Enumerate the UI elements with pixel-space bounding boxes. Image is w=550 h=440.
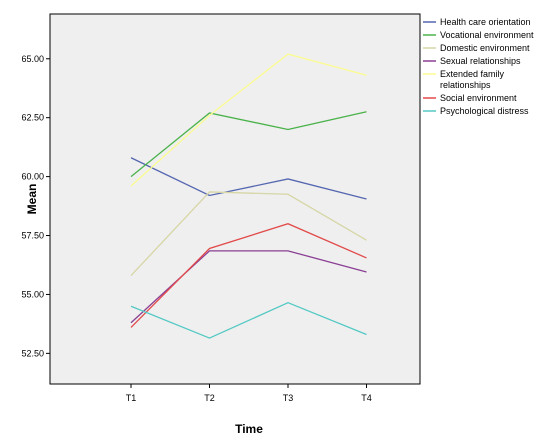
legend-item: Extended family relationships: [423, 69, 505, 90]
x-tick-label: T4: [361, 393, 372, 403]
legend-item: Psychological distress: [423, 106, 529, 116]
legend-label: Sexual relationships: [440, 56, 521, 66]
x-tick-label: T1: [126, 393, 137, 403]
legend-item: Social environment: [423, 93, 517, 103]
y-tick-label: 57.50: [21, 231, 44, 241]
y-tick-label: 65.00: [21, 54, 44, 64]
y-tick-label: 62.50: [21, 113, 44, 123]
legend-item: Health care orientation: [423, 17, 531, 27]
legend-label: Psychological distress: [440, 106, 529, 116]
legend-label: Domestic environment: [440, 43, 530, 53]
legend-label: Vocational environment: [440, 30, 534, 40]
legend-label: Extended family relationships: [440, 69, 505, 90]
legend-label: Social environment: [440, 93, 517, 103]
legend-item: Sexual relationships: [423, 56, 521, 66]
x-tick-label: T3: [283, 393, 294, 403]
y-axis-title: Mean: [25, 184, 39, 215]
x-axis: T1 T2 T3 T4: [126, 384, 372, 403]
x-tick-label: T2: [204, 393, 215, 403]
y-tick-label: 60.00: [21, 172, 44, 182]
y-tick-label: 52.50: [21, 348, 44, 358]
legend-label: Health care orientation: [440, 17, 531, 27]
legend-item: Domestic environment: [423, 43, 530, 53]
legend-item: Vocational environment: [423, 30, 534, 40]
y-tick-label: 55.00: [21, 289, 44, 299]
legend: Health care orientation Vocational enviro…: [423, 17, 534, 116]
x-axis-title: Time: [235, 422, 263, 436]
